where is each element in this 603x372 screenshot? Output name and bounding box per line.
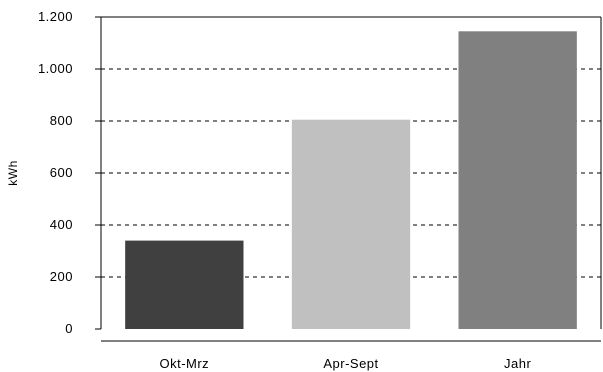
- bar-okt-mrz: [125, 240, 244, 329]
- x-tick-label: Jahr: [504, 356, 531, 371]
- bar-jahr: [458, 31, 577, 330]
- y-axis-title: kWh: [6, 160, 20, 186]
- y-tick-label: 200: [50, 269, 73, 284]
- axes: [100, 17, 601, 342]
- bars: [125, 31, 577, 330]
- x-tick-label: Okt-Mrz: [159, 356, 209, 371]
- y-tick-label: 1.200: [38, 9, 73, 24]
- x-tick-labels: Okt-Mrz Apr-Sept Jahr: [159, 356, 531, 371]
- y-tick-labels: 0 200 400 600 800 1.000 1.200: [38, 9, 73, 336]
- y-tick-label: 800: [50, 113, 73, 128]
- y-tick-label: 400: [50, 217, 73, 232]
- bar-apr-sept: [291, 119, 411, 329]
- x-tick-label: Apr-Sept: [323, 356, 378, 371]
- y-tick-label: 1.000: [38, 61, 73, 76]
- y-tick-label: 0: [65, 321, 73, 336]
- y-tick-label: 600: [50, 165, 73, 180]
